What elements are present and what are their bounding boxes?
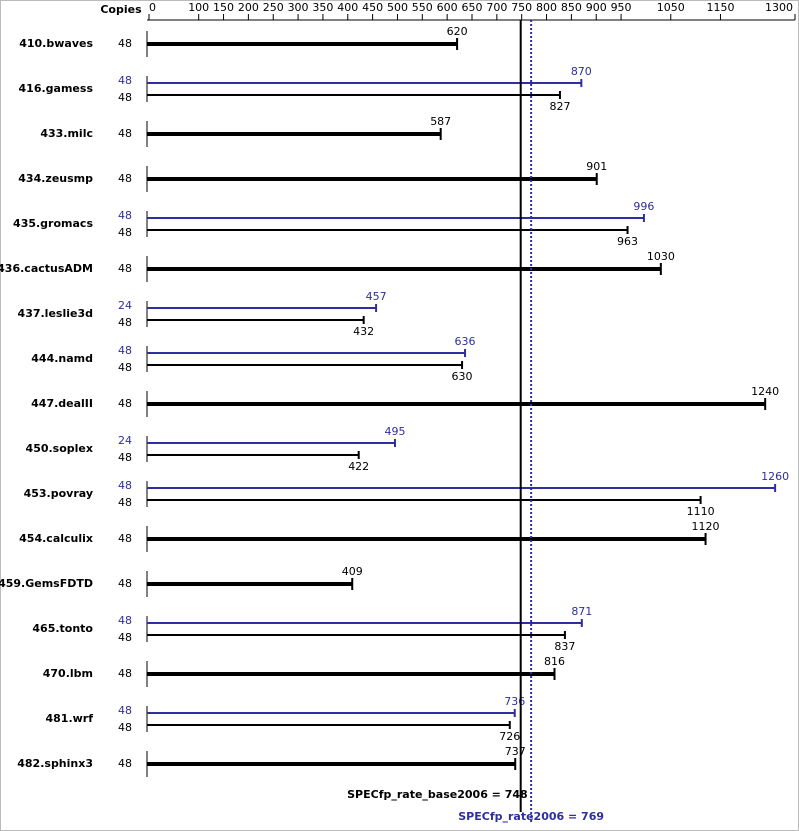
copies: 24 [118, 299, 132, 312]
category-label: 447.dealII [31, 397, 93, 410]
category-label: 416.gamess [19, 82, 94, 95]
x-tick-label: 1150 [706, 1, 734, 14]
value-label: 620 [447, 25, 468, 38]
category-label: 465.tonto [32, 622, 93, 635]
copies: 48 [118, 451, 132, 464]
value-label: 1030 [647, 250, 675, 263]
value-label: 587 [430, 115, 451, 128]
value-label: 495 [384, 425, 405, 438]
value-label: 409 [342, 565, 363, 578]
copies: 48 [118, 757, 132, 770]
category-label: 436.cactusADM [0, 262, 93, 275]
x-tick-label: 300 [288, 1, 309, 14]
category-label: 453.povray [24, 487, 93, 500]
copies: 48 [118, 344, 132, 357]
reference-label: SPECfp_rate_base2006 = 748 [347, 788, 528, 801]
copies: 48 [118, 127, 132, 140]
x-tick-label: 1300 [765, 1, 793, 14]
category-label: 434.zeusmp [18, 172, 93, 185]
category-label: 410.bwaves [19, 37, 93, 50]
x-tick-label: 0 [149, 1, 156, 14]
copies: 48 [118, 496, 132, 509]
copies: 48 [118, 361, 132, 374]
value-label: 1110 [687, 505, 715, 518]
category-label: 450.soplex [26, 442, 93, 455]
copies: 48 [118, 91, 132, 104]
value-label: 422 [348, 460, 369, 473]
value-label: 737 [505, 745, 526, 758]
copies: 48 [118, 397, 132, 410]
x-tick-label: 450 [362, 1, 383, 14]
x-tick-label: 100 [188, 1, 209, 14]
x-tick-label: 850 [561, 1, 582, 14]
x-tick-label: 950 [611, 1, 632, 14]
category-label: 437.leslie3d [18, 307, 93, 320]
copies: 48 [118, 532, 132, 545]
x-tick-label: 250 [263, 1, 284, 14]
x-tick-label: 1050 [657, 1, 685, 14]
value-label: 636 [455, 335, 476, 348]
value-label: 963 [617, 235, 638, 248]
x-tick-label: 350 [312, 1, 333, 14]
category-label: 435.gromacs [13, 217, 93, 230]
category-label: 454.calculix [19, 532, 93, 545]
value-label: 901 [586, 160, 607, 173]
copies: 48 [118, 74, 132, 87]
x-tick-label: 700 [486, 1, 507, 14]
value-label: 870 [571, 65, 592, 78]
copies: 48 [118, 209, 132, 222]
value-label: 736 [504, 695, 525, 708]
x-tick-label: 600 [437, 1, 458, 14]
x-tick-label: 650 [462, 1, 483, 14]
x-tick-label: 400 [337, 1, 358, 14]
x-tick-label: 750 [511, 1, 532, 14]
x-tick-label: 900 [586, 1, 607, 14]
value-label: 457 [366, 290, 387, 303]
value-label: 432 [353, 325, 374, 338]
value-label: 1120 [692, 520, 720, 533]
copies: 48 [118, 614, 132, 627]
x-tick-label: 800 [536, 1, 557, 14]
category-label: 482.sphinx3 [17, 757, 93, 770]
category-label: 481.wrf [45, 712, 93, 725]
copies: 48 [118, 37, 132, 50]
copies: 48 [118, 577, 132, 590]
copies: 48 [118, 631, 132, 644]
category-label: 470.lbm [43, 667, 93, 680]
copies: 48 [118, 667, 132, 680]
copies: 48 [118, 262, 132, 275]
copies: 48 [118, 721, 132, 734]
category-label: 444.namd [31, 352, 93, 365]
value-label: 871 [571, 605, 592, 618]
reference-label: SPECfp_rate2006 = 769 [458, 810, 604, 823]
value-label: 726 [499, 730, 520, 743]
category-label: 433.milc [40, 127, 93, 140]
x-tick-label: 200 [238, 1, 259, 14]
copies: 48 [118, 316, 132, 329]
x-tick-label: 500 [387, 1, 408, 14]
value-label: 996 [633, 200, 654, 213]
copies: 24 [118, 434, 132, 447]
x-tick-label: 550 [412, 1, 433, 14]
copies: 48 [118, 704, 132, 717]
value-label: 816 [544, 655, 565, 668]
copies: 48 [118, 172, 132, 185]
value-label: 837 [554, 640, 575, 653]
copies-header: Copies [100, 3, 142, 16]
value-label: 1260 [761, 470, 789, 483]
category-label: 459.GemsFDTD [0, 577, 93, 590]
copies: 48 [118, 226, 132, 239]
value-label: 827 [549, 100, 570, 113]
value-label: 1240 [751, 385, 779, 398]
x-tick-label: 150 [213, 1, 234, 14]
value-label: 630 [452, 370, 473, 383]
copies: 48 [118, 479, 132, 492]
